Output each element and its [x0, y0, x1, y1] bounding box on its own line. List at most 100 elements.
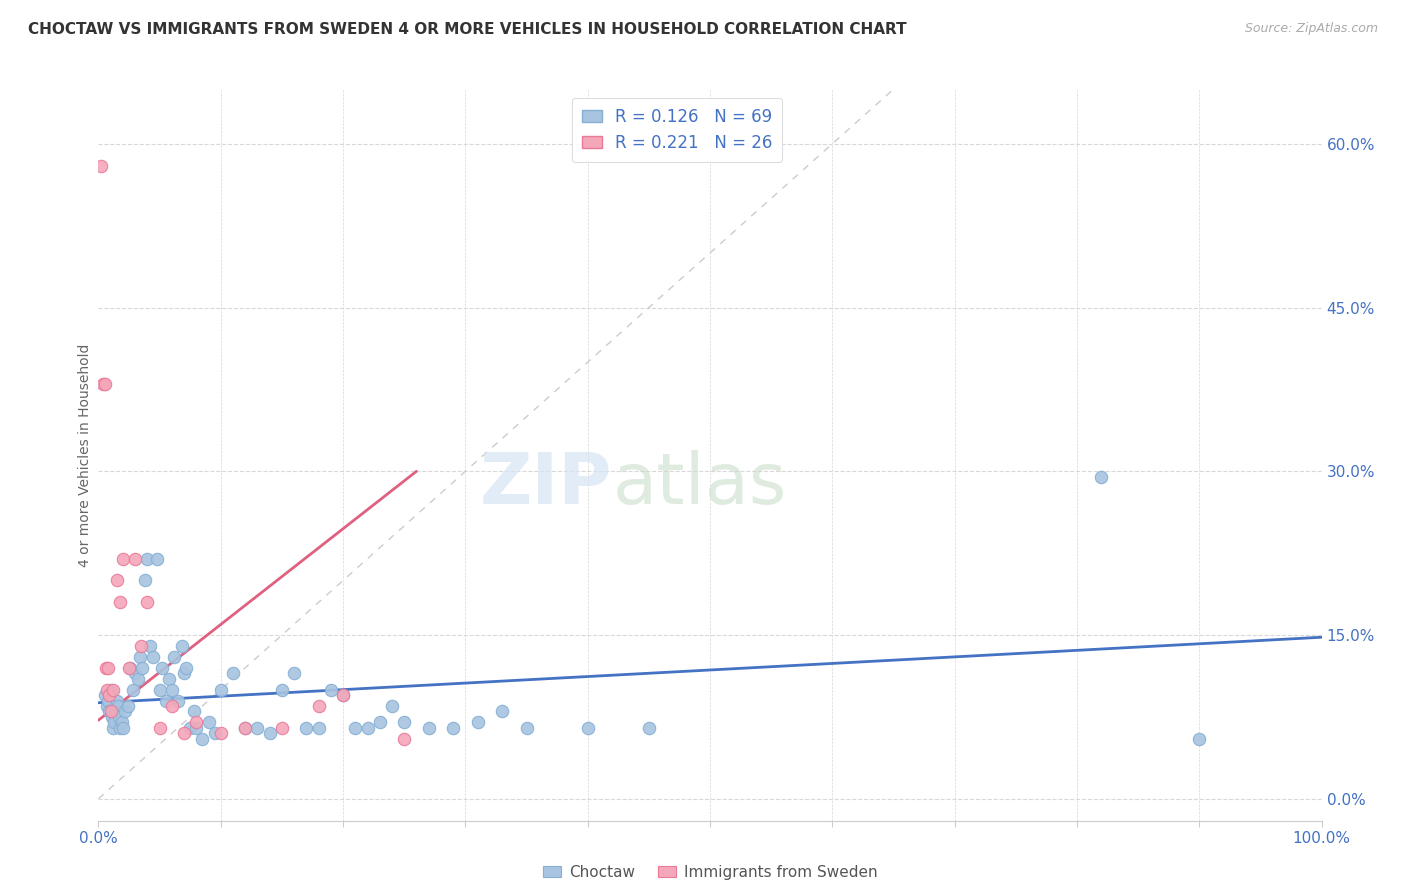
Point	[308, 698, 330, 713]
Point	[96, 682, 118, 697]
Point	[105, 574, 128, 588]
Point	[146, 551, 169, 566]
Point	[515, 721, 537, 735]
Point	[332, 688, 354, 702]
Point	[173, 726, 195, 740]
Point	[197, 715, 219, 730]
Point	[270, 721, 294, 735]
Point	[170, 639, 193, 653]
Point	[441, 721, 464, 735]
Point	[96, 698, 118, 713]
Point	[356, 721, 378, 735]
Point	[149, 721, 172, 735]
Point	[100, 682, 122, 697]
Point	[183, 705, 205, 719]
Point	[270, 682, 294, 697]
Point	[110, 595, 132, 609]
Point	[467, 715, 489, 730]
Point	[332, 688, 354, 702]
Point	[209, 682, 232, 697]
Point	[139, 639, 162, 653]
Point	[283, 666, 305, 681]
Point	[98, 688, 121, 702]
Point	[107, 698, 129, 713]
Point	[344, 721, 367, 735]
Point	[186, 721, 208, 735]
Point	[101, 710, 124, 724]
Point	[134, 574, 156, 588]
Point	[1090, 469, 1112, 483]
Point	[104, 705, 127, 719]
Point	[98, 705, 121, 719]
Point	[167, 693, 190, 707]
Point	[308, 721, 330, 735]
Point	[392, 731, 416, 746]
Point	[233, 721, 256, 735]
Point	[150, 661, 173, 675]
Point	[179, 721, 201, 735]
Point	[491, 705, 513, 719]
Point	[131, 661, 153, 675]
Point	[204, 726, 226, 740]
Point	[638, 721, 661, 735]
Point	[129, 639, 152, 653]
Text: Source: ZipAtlas.com: Source: ZipAtlas.com	[1244, 22, 1378, 36]
Point	[246, 721, 269, 735]
Point	[191, 731, 214, 746]
Point	[103, 715, 125, 730]
Point	[155, 693, 177, 707]
Point	[91, 376, 114, 391]
Point	[90, 159, 112, 173]
Point	[110, 721, 132, 735]
Point	[124, 551, 146, 566]
Point	[101, 682, 124, 697]
Point	[97, 693, 120, 707]
Point	[186, 715, 208, 730]
Point	[93, 688, 115, 702]
Point	[101, 721, 124, 735]
Text: atlas: atlas	[612, 450, 786, 518]
Point	[136, 551, 159, 566]
Point	[392, 715, 416, 730]
Point	[93, 376, 115, 391]
Point	[111, 551, 134, 566]
Point	[222, 666, 245, 681]
Point	[576, 721, 599, 735]
Point	[118, 661, 141, 675]
Point	[319, 682, 342, 697]
Point	[1188, 731, 1211, 746]
Point	[259, 726, 281, 740]
Point	[129, 649, 152, 664]
Legend: Choctaw, Immigrants from Sweden: Choctaw, Immigrants from Sweden	[537, 859, 883, 886]
Point	[108, 710, 131, 724]
Point	[111, 715, 134, 730]
Point	[136, 595, 159, 609]
Point	[120, 661, 142, 675]
Point	[295, 721, 318, 735]
Point	[418, 721, 440, 735]
Y-axis label: 4 or more Vehicles in Household: 4 or more Vehicles in Household	[79, 343, 93, 566]
Point	[157, 672, 180, 686]
Point	[368, 715, 391, 730]
Point	[176, 661, 198, 675]
Point	[173, 666, 195, 681]
Point	[94, 661, 117, 675]
Point	[160, 682, 183, 697]
Point	[114, 705, 136, 719]
Point	[142, 649, 165, 664]
Point	[124, 666, 146, 681]
Point	[233, 721, 256, 735]
Point	[117, 698, 139, 713]
Point	[381, 698, 404, 713]
Point	[105, 693, 128, 707]
Point	[97, 661, 120, 675]
Point	[100, 705, 122, 719]
Point	[121, 682, 143, 697]
Point	[111, 721, 134, 735]
Text: ZIP: ZIP	[479, 450, 612, 518]
Point	[163, 649, 186, 664]
Point	[209, 726, 232, 740]
Point	[160, 698, 183, 713]
Text: CHOCTAW VS IMMIGRANTS FROM SWEDEN 4 OR MORE VEHICLES IN HOUSEHOLD CORRELATION CH: CHOCTAW VS IMMIGRANTS FROM SWEDEN 4 OR M…	[28, 22, 907, 37]
Point	[127, 672, 149, 686]
